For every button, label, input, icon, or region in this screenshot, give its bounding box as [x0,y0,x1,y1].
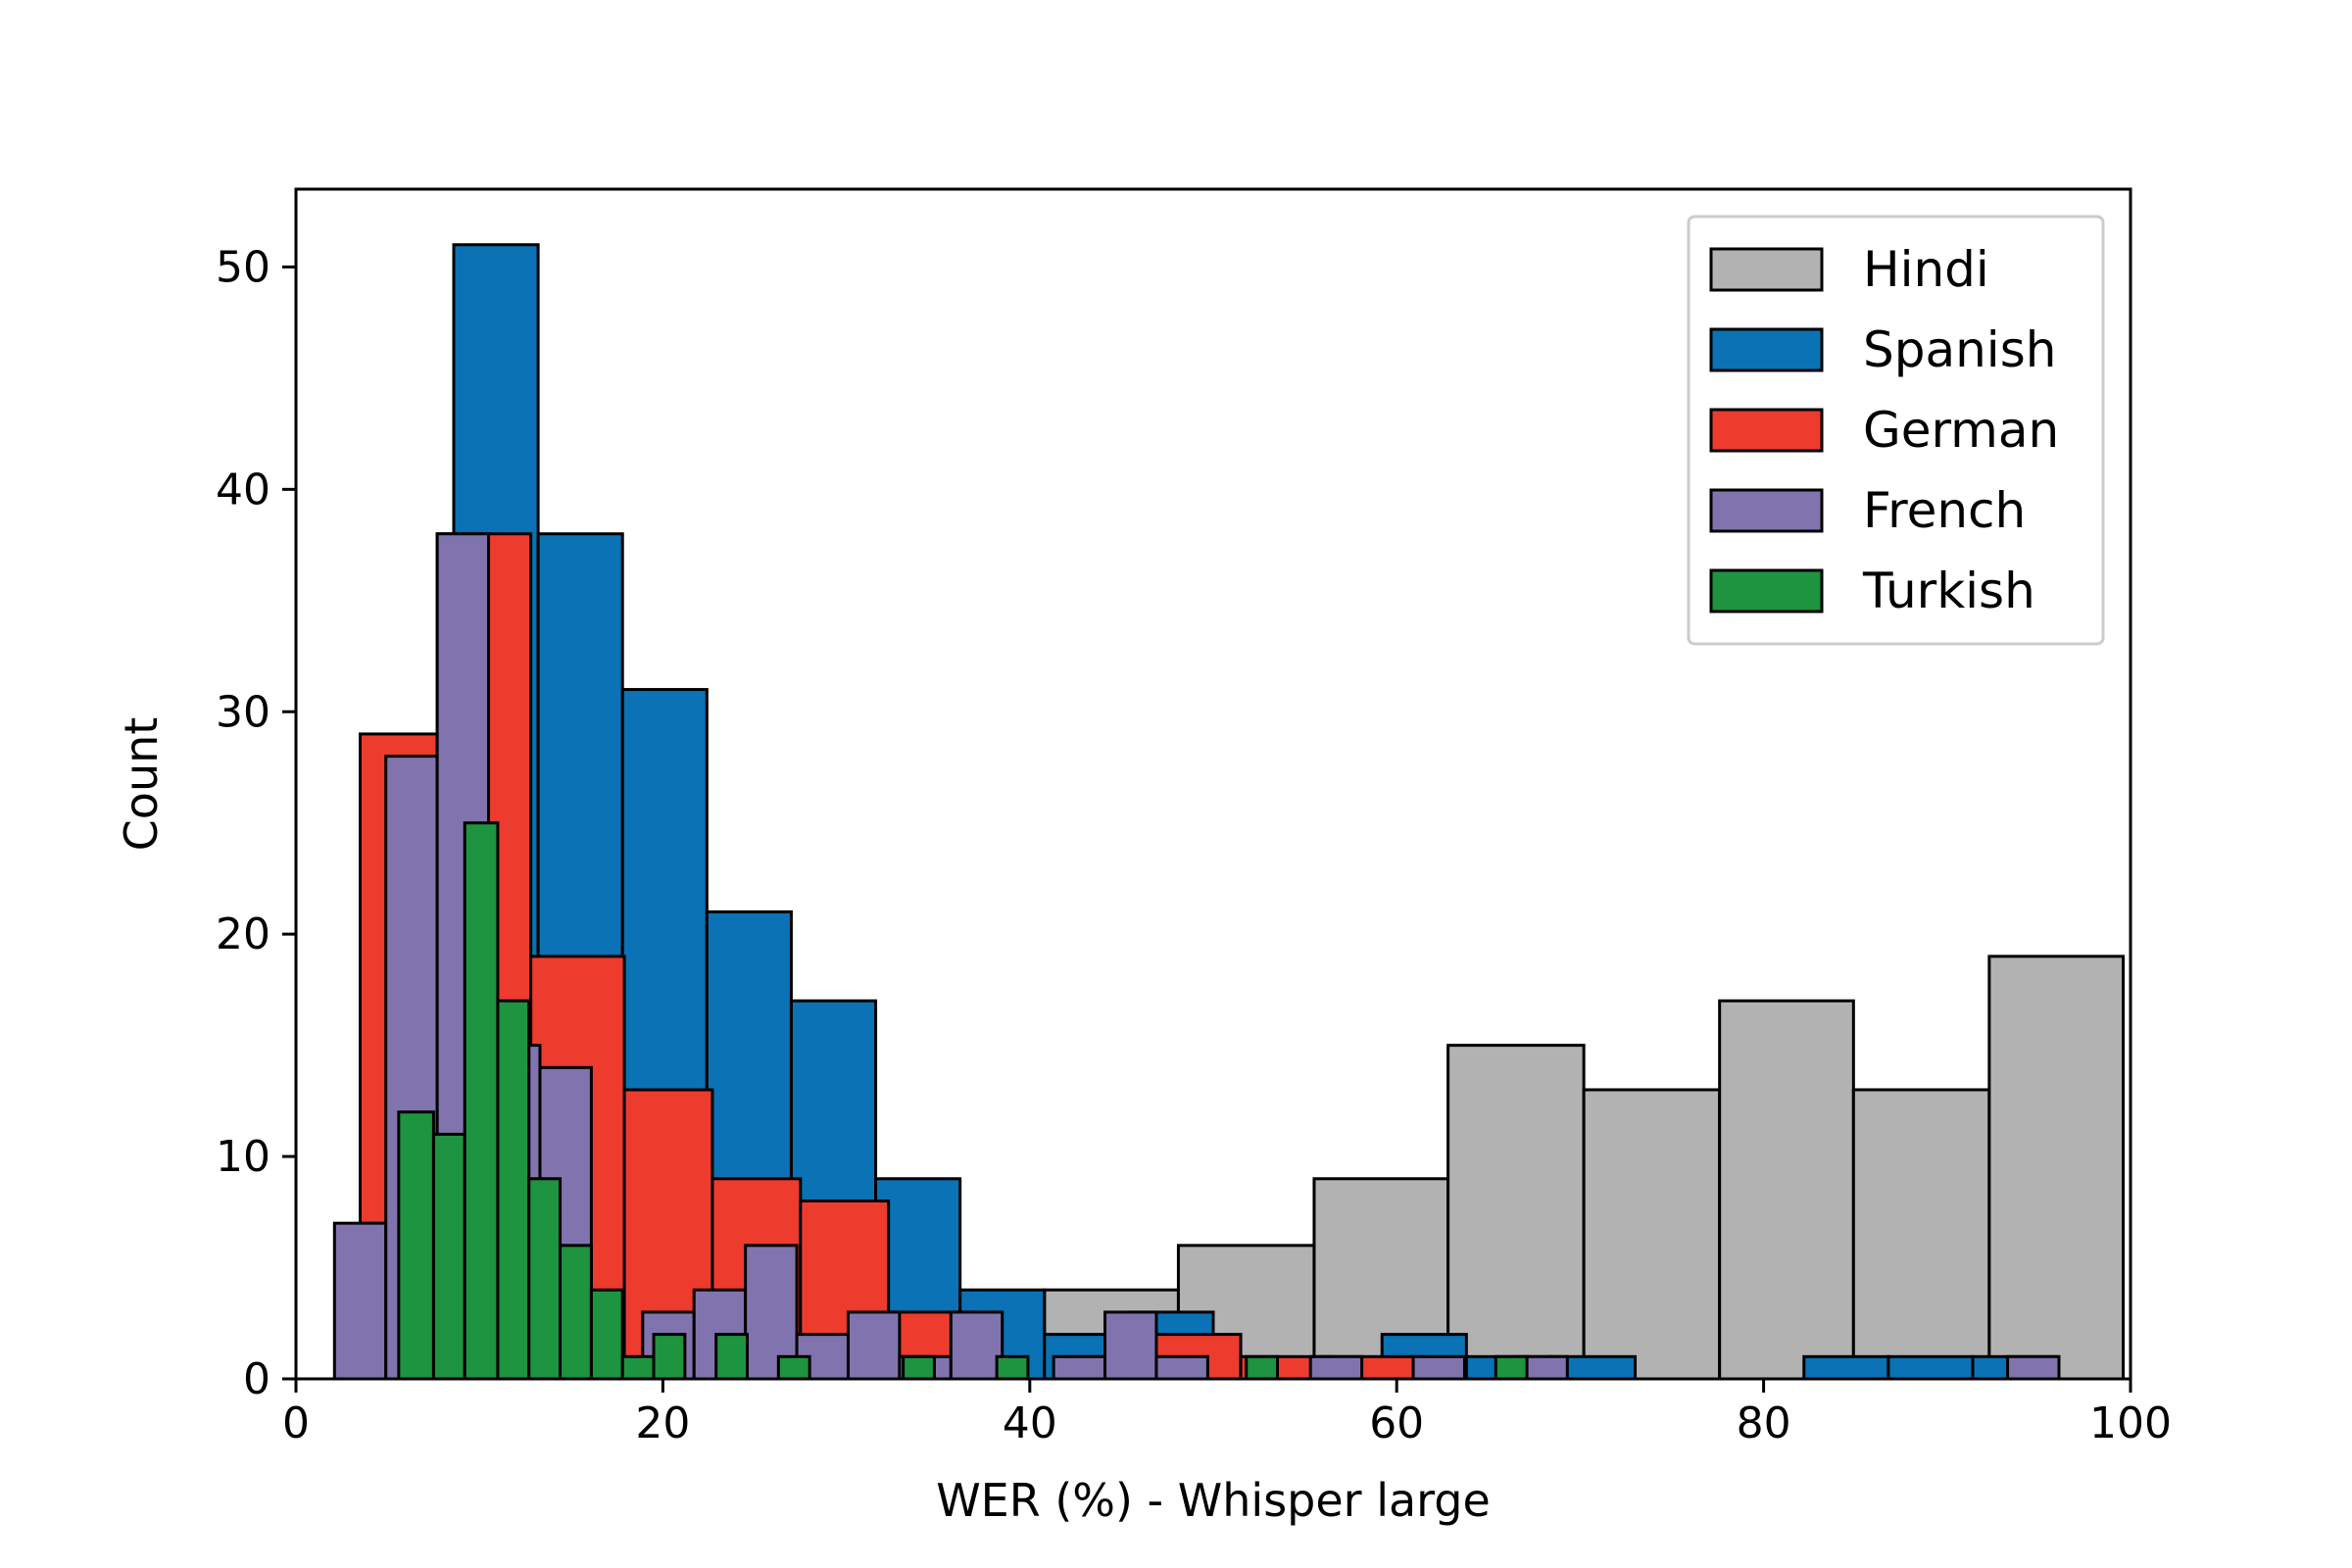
plot-frame [294,187,2132,1381]
legend-swatch-hindi [1709,247,1824,292]
y-axis: 0 10 20 30 40 50 [216,242,296,1404]
bar-french-15 [1308,1354,1364,1381]
histogram-bars [332,243,2126,1381]
bar-turkish-13 [1245,1354,1280,1381]
bar-french-11 [949,1310,1004,1381]
bar-hindi-6 [1851,1088,1991,1381]
legend-label-turkish: Turkish [1862,563,2035,619]
legend-box [1687,215,2105,646]
bar-turkish-1 [431,1132,466,1381]
bar-turkish-6 [589,1288,624,1381]
x-tick-label: 60 [1369,1398,1424,1448]
bar-french-18 [2006,1354,2061,1381]
legend-swatch-turkish [1709,568,1824,613]
bar-turkish-8 [652,1333,687,1381]
bar-turkish-12 [995,1354,1030,1381]
bar-french-14 [1154,1354,1209,1381]
bar-hindi-4 [1582,1088,1722,1381]
y-axis-label: Count [115,717,168,852]
legend: Hindi Spanish German French Turkish [1687,215,2105,646]
x-axis-label: WER (%) - Whisper large [936,1474,1491,1527]
bar-turkish-2 [463,821,500,1381]
series-turkish [397,821,1529,1381]
y-tick-label: 10 [216,1132,270,1182]
x-tick-label: 100 [2089,1398,2172,1448]
y-tick-label: 50 [216,242,270,292]
x-tick-label: 80 [1737,1398,1791,1448]
bar-turkish-4 [527,1177,563,1381]
y-tick-label: 20 [216,909,270,959]
bar-turkish-5 [559,1244,593,1381]
x-tick-label: 40 [1003,1398,1057,1448]
bar-turkish-7 [620,1354,656,1381]
bar-hindi-3 [1446,1044,1586,1381]
legend-label-hindi: Hindi [1863,241,1989,298]
x-tick-label: 20 [635,1398,690,1448]
bar-turkish-11 [902,1354,936,1381]
legend-swatch-spanish [1709,327,1824,372]
legend-label-french: French [1863,482,2026,539]
bar-hindi-5 [1718,999,1855,1381]
y-tick-label: 40 [216,465,270,514]
bar-french-9 [846,1310,902,1381]
legend-swatch-french [1709,488,1824,533]
x-axis: 0 20 40 60 80 100 [282,1379,2172,1448]
bar-turkish-9 [714,1333,750,1381]
legend-swatch-german [1709,408,1824,453]
bar-spanish-12 [1802,1354,1890,1381]
bar-french-0 [332,1221,388,1381]
bar-french-12 [1052,1354,1107,1381]
bar-french-16 [1411,1354,1466,1381]
x-tick-label: 0 [282,1398,310,1448]
y-tick-label: 30 [216,687,270,737]
bar-turkish-14 [1494,1354,1529,1381]
legend-label-german: German [1863,402,2059,459]
legend-label-spanish: Spanish [1863,321,2056,378]
bar-hindi-7 [1987,955,2126,1381]
bar-turkish-3 [496,999,531,1381]
bar-french-13 [1103,1310,1158,1381]
bar-spanish-13 [1886,1354,1975,1381]
bar-turkish-0 [397,1110,435,1381]
y-tick-label: 0 [243,1354,270,1404]
bar-turkish-10 [776,1354,811,1381]
